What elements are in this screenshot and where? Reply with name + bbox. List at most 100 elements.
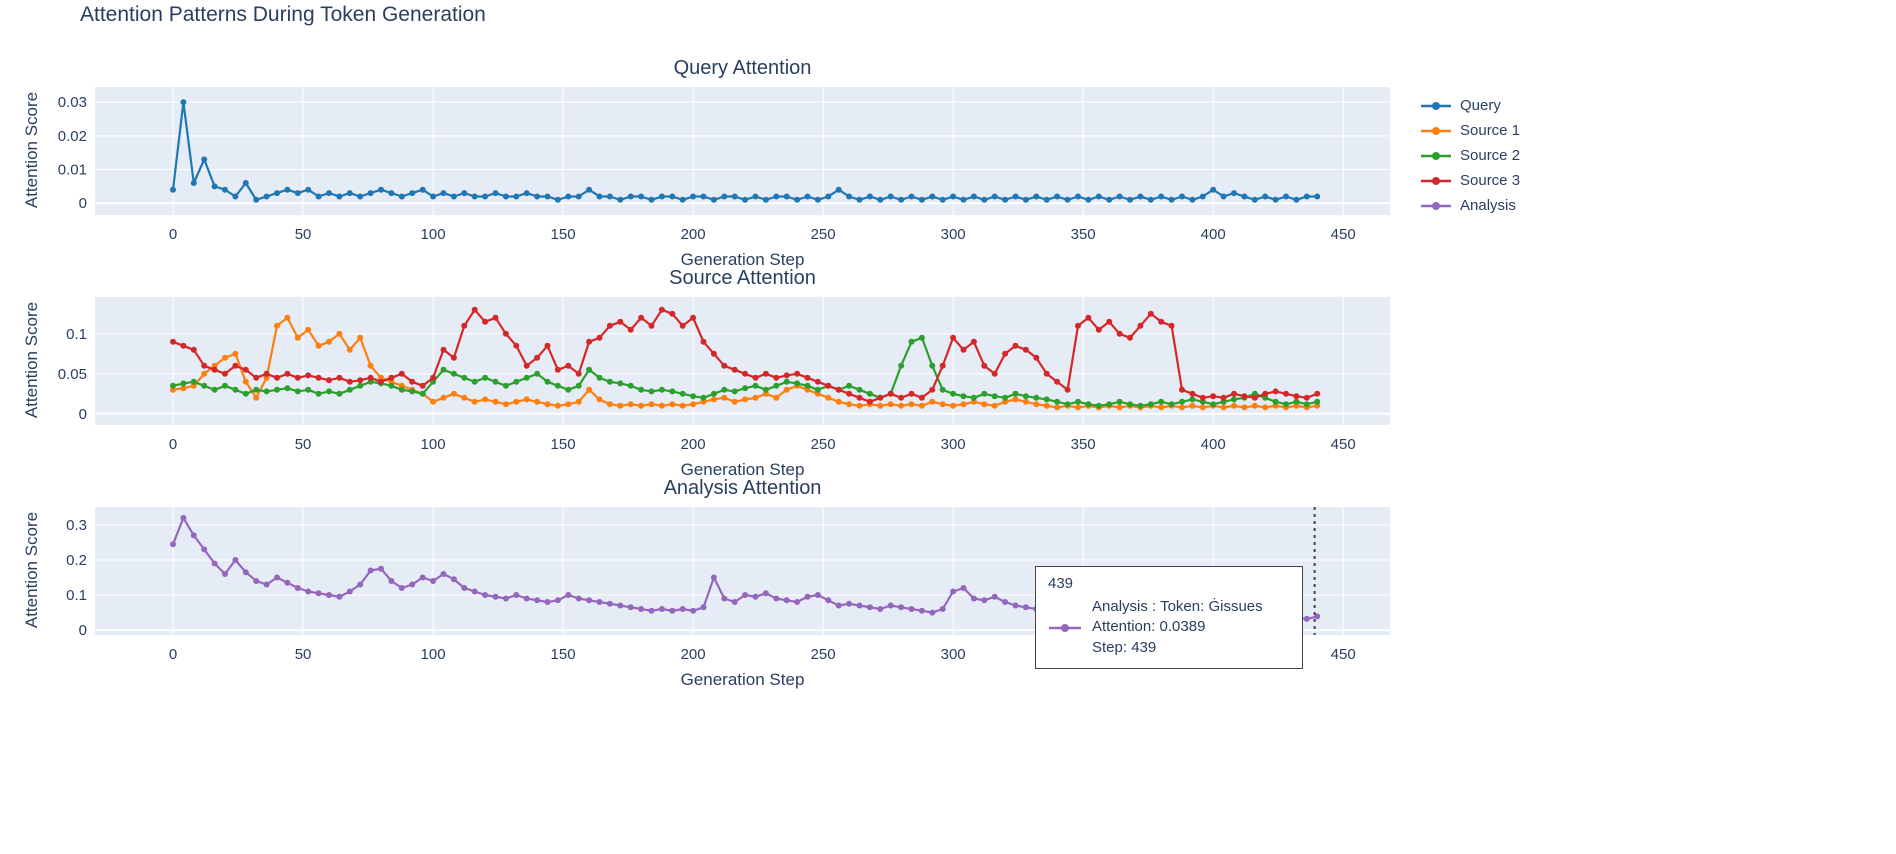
series-marker: [232, 193, 239, 200]
series-marker: [1168, 196, 1175, 203]
series-marker: [690, 607, 697, 614]
series-marker: [1158, 398, 1165, 405]
legend-item-source-1[interactable]: Source 1: [1420, 118, 1520, 143]
series-marker: [721, 193, 728, 200]
x-tick-label: 150: [551, 436, 576, 453]
series-marker: [305, 326, 312, 333]
series-marker: [419, 186, 426, 193]
series-marker: [1210, 401, 1217, 408]
series-marker: [825, 382, 832, 389]
series-marker: [773, 382, 780, 389]
series-marker: [1293, 398, 1300, 405]
series-marker: [638, 402, 645, 409]
series-marker: [950, 334, 957, 341]
series-marker: [679, 606, 686, 612]
series-marker: [950, 588, 957, 595]
series-marker: [762, 590, 769, 597]
series-marker: [326, 377, 332, 384]
series-marker: [1168, 322, 1175, 329]
series-marker: [430, 398, 437, 405]
series-marker: [367, 374, 374, 381]
series-marker: [170, 186, 176, 193]
series-marker: [378, 186, 384, 193]
series-marker: [1033, 193, 1040, 200]
series-marker: [378, 565, 384, 572]
series-marker: [658, 402, 665, 409]
series-marker: [752, 193, 759, 200]
series-marker: [450, 193, 457, 200]
series-marker: [1189, 396, 1196, 403]
plot-background: [95, 87, 1390, 215]
series-marker: [1127, 334, 1133, 341]
series-marker: [1241, 193, 1248, 200]
series-marker: [669, 401, 676, 408]
legend-item-analysis[interactable]: Analysis: [1420, 193, 1520, 218]
plot-area-query[interactable]: 0 50 100 150 200 250 300 350 400 450 0 0.01 0.02 0.03: [0, 79, 1450, 259]
series-marker: [1054, 398, 1061, 405]
x-tick-label: 200: [681, 646, 706, 663]
series-marker: [461, 394, 468, 401]
series-marker: [679, 402, 686, 409]
series-marker: [534, 370, 541, 377]
series-marker: [242, 390, 249, 397]
series-marker: [461, 585, 468, 591]
y-tick-label: 0.03: [58, 94, 87, 111]
x-tick-label: 250: [811, 646, 836, 663]
series-marker: [981, 401, 988, 408]
series-marker: [700, 604, 707, 611]
y-tick-label: 0: [79, 622, 87, 639]
series-marker: [866, 193, 873, 200]
legend-item-query[interactable]: Query: [1420, 93, 1520, 118]
series-marker: [1314, 613, 1321, 620]
series-marker: [586, 597, 593, 604]
series-marker: [461, 322, 468, 329]
series-marker: [274, 374, 280, 381]
series-marker: [1220, 404, 1227, 411]
x-tick-label: 450: [1331, 226, 1356, 243]
series-marker: [658, 386, 665, 393]
series-marker: [1064, 386, 1071, 393]
series-marker: [960, 393, 967, 400]
figure-title: Attention Patterns During Token Generati…: [80, 3, 486, 26]
series-marker: [1085, 401, 1092, 408]
series-marker: [606, 600, 613, 607]
series-marker: [731, 366, 738, 373]
series-marker: [638, 606, 645, 612]
series-marker: [773, 374, 780, 381]
series-marker: [1210, 393, 1217, 400]
legend-item-source-3[interactable]: Source 3: [1420, 168, 1520, 193]
series-marker: [242, 569, 249, 576]
series-marker: [315, 374, 322, 381]
x-tick-label: 400: [1201, 226, 1226, 243]
series-marker: [357, 382, 364, 389]
series-marker: [898, 196, 905, 203]
legend: Query Source 1 Source 2 Source 3 Analysis: [1420, 93, 1520, 218]
series-marker: [440, 394, 447, 401]
series-marker: [242, 378, 249, 385]
series-marker: [305, 588, 312, 595]
series-marker: [1127, 401, 1133, 408]
series-marker: [856, 196, 863, 203]
series-marker: [721, 595, 728, 602]
series-marker: [794, 599, 801, 605]
series-marker: [1241, 393, 1248, 400]
series-marker: [523, 374, 530, 381]
series-marker: [898, 362, 905, 369]
series-marker: [648, 388, 655, 395]
plot-area-source[interactable]: 0 50 100 150 200 250 300 350 400 450 0 0.05 0.1: [0, 289, 1450, 469]
series-marker: [357, 377, 364, 384]
series-marker: [1199, 394, 1206, 401]
series-marker: [939, 606, 946, 612]
series-marker: [1064, 196, 1071, 203]
series-marker: [502, 595, 509, 602]
hover-tooltip: 439 Analysis : Token: Ġissues Attention:…: [1035, 566, 1303, 669]
series-marker: [887, 602, 894, 609]
series-marker: [1085, 314, 1092, 321]
series-marker: [690, 401, 697, 408]
series-marker: [1179, 404, 1185, 411]
series-marker: [596, 334, 603, 341]
legend-item-source-2[interactable]: Source 2: [1420, 143, 1520, 168]
series-marker: [471, 378, 478, 385]
series-marker: [263, 581, 270, 588]
tooltip-step-header: 439: [1048, 575, 1074, 592]
